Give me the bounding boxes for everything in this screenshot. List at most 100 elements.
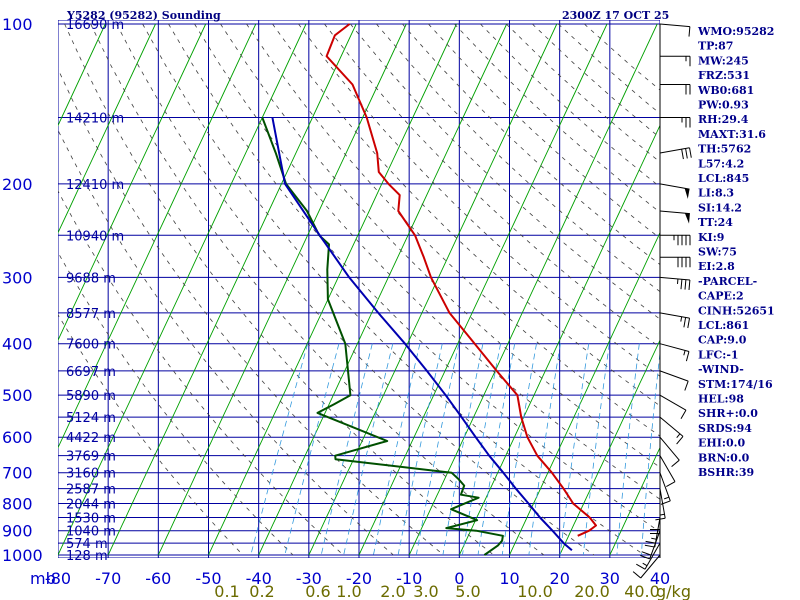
sounding-index-27: SRDS:94 xyxy=(698,422,752,435)
sounding-index-26: SHR+:0.0 xyxy=(698,407,758,420)
dry-adiabat-line xyxy=(376,23,660,293)
sounding-index-23: -WIND- xyxy=(698,363,744,376)
mixing-ratio-label: 0.2 xyxy=(249,582,274,600)
temperature-tick-label: 30 xyxy=(600,569,620,588)
wind-barb xyxy=(659,343,690,362)
wind-barb-staff xyxy=(659,416,684,437)
wind-barb-feather xyxy=(685,351,690,362)
wind-barb-column xyxy=(632,23,692,579)
wind-barb xyxy=(649,503,661,535)
mixing-ratio-line xyxy=(616,343,640,556)
temperature-tick-label: 0 xyxy=(454,569,464,588)
sounding-index-20: LCL:861 xyxy=(698,319,749,332)
wind-barb xyxy=(632,554,661,579)
wind-barb-staff xyxy=(659,23,690,28)
wind-barb xyxy=(659,84,691,95)
sounding-index-12: SI:14.2 xyxy=(698,201,742,214)
wind-barb-feather xyxy=(671,459,680,467)
wind-barb-feather xyxy=(666,481,676,488)
height-label: 3769 m xyxy=(66,450,116,465)
height-label: 10940 m xyxy=(66,229,124,244)
mixing-ratio-label: 40.0 xyxy=(624,582,660,600)
dry-adiabat-line xyxy=(506,23,660,163)
skewed-isotherm-line xyxy=(408,23,658,556)
wind-barb xyxy=(659,436,680,467)
sounding-index-22: LFC:-1 xyxy=(698,348,739,361)
wind-barb-staff xyxy=(659,147,690,154)
height-label: 8577 m xyxy=(66,307,116,322)
dry-adiabat-line xyxy=(584,23,660,91)
temperature-tick-label: 40 xyxy=(650,569,670,588)
mixing-ratio-label: 3.0 xyxy=(413,582,438,600)
dry-adiabat-line xyxy=(58,251,294,556)
mixing-ratio-line xyxy=(583,343,610,556)
wind-barb-feather xyxy=(676,436,684,445)
pressure-tick-label: 200 xyxy=(2,175,33,194)
wind-barb-feather xyxy=(640,555,650,560)
sounding-index-16: EI:2.8 xyxy=(698,260,735,273)
mixing-ratio-line xyxy=(343,343,394,556)
skewed-isotherm-line xyxy=(358,23,608,556)
wind-barb xyxy=(640,530,661,560)
sounding-index-9: L57:4.2 xyxy=(698,157,744,170)
wind-barb xyxy=(659,147,692,160)
skewed-isotherm-line xyxy=(308,23,558,556)
wind-barb xyxy=(659,312,691,329)
height-label: 6697 m xyxy=(66,365,116,380)
height-label: 128 m xyxy=(66,549,108,564)
skewed-isotherm-line xyxy=(559,339,660,556)
mixing-ratio-label: 5.0 xyxy=(455,582,480,600)
mixing-ratio-label: 0.1 xyxy=(214,582,239,600)
wind-barb xyxy=(644,517,661,548)
dry-adiabat-line xyxy=(58,313,244,556)
sounding-index-5: PW:0.93 xyxy=(698,99,749,112)
wind-barb-staff xyxy=(649,530,661,560)
wind-barb xyxy=(659,55,691,67)
wind-barb-feather xyxy=(632,571,642,579)
mixing-ratio-unit-label: g/kg xyxy=(656,582,691,600)
sounding-index-6: RH:29.4 xyxy=(698,113,749,126)
skewed-isotherm-line xyxy=(208,23,457,556)
height-label: 7600 m xyxy=(66,338,116,353)
pressure-tick-label: 600 xyxy=(2,428,33,447)
wind-barb-half-feather xyxy=(664,496,670,500)
mixing-ratio-line xyxy=(501,343,537,556)
sounding-index-13: TT:24 xyxy=(698,216,733,229)
pressure-tick-label: 400 xyxy=(2,335,33,354)
dry-adiabat-line xyxy=(90,23,545,556)
wind-barb-feather xyxy=(641,551,652,556)
mixing-ratio-label: 1.0 xyxy=(336,582,361,600)
sounding-index-7: MAXT:31.6 xyxy=(698,128,766,141)
wind-barb-feather xyxy=(680,409,687,420)
height-label: 2587 m xyxy=(66,483,116,498)
wind-barb-feather xyxy=(680,279,683,290)
mixing-ratio-line xyxy=(284,343,340,556)
sounding-index-28: EHI:0.0 xyxy=(698,437,745,450)
dry-adiabat-line xyxy=(116,23,595,556)
wind-barb-feather xyxy=(684,279,687,290)
sounding-index-30: BSHR:39 xyxy=(698,466,754,479)
temperature-tick-label: -30 xyxy=(296,569,322,588)
chart-series xyxy=(261,23,597,556)
sounding-index-0: WMO:95282 xyxy=(697,25,774,38)
mixing-ratio-label: 20.0 xyxy=(574,582,610,600)
height-label: 9688 m xyxy=(66,271,116,286)
wind-barb-feather xyxy=(688,279,691,290)
sounding-index-14: KI:9 xyxy=(698,231,724,244)
skewed-isotherm-line xyxy=(58,23,307,556)
wind-barb xyxy=(659,276,691,290)
sounding-index-8: TH:5762 xyxy=(698,143,751,156)
wind-barb-half-feather xyxy=(680,316,683,322)
mixing-ratio-line xyxy=(528,343,561,556)
temperature-tick-label: -40 xyxy=(246,569,272,588)
wind-barb xyxy=(659,416,684,445)
height-label: 2044 m xyxy=(66,498,116,513)
temperature-tick-label: -60 xyxy=(145,569,171,588)
sounding-index-11: LI:8.3 xyxy=(698,187,734,200)
mixing-ratio-line xyxy=(250,343,309,556)
wind-barb-feather xyxy=(688,26,691,37)
dry-adiabat-line xyxy=(142,23,645,556)
pressure-tick-label: 900 xyxy=(2,522,33,541)
mixing-ratio-label: 10.0 xyxy=(517,582,553,600)
wind-barb-feather xyxy=(645,540,656,544)
